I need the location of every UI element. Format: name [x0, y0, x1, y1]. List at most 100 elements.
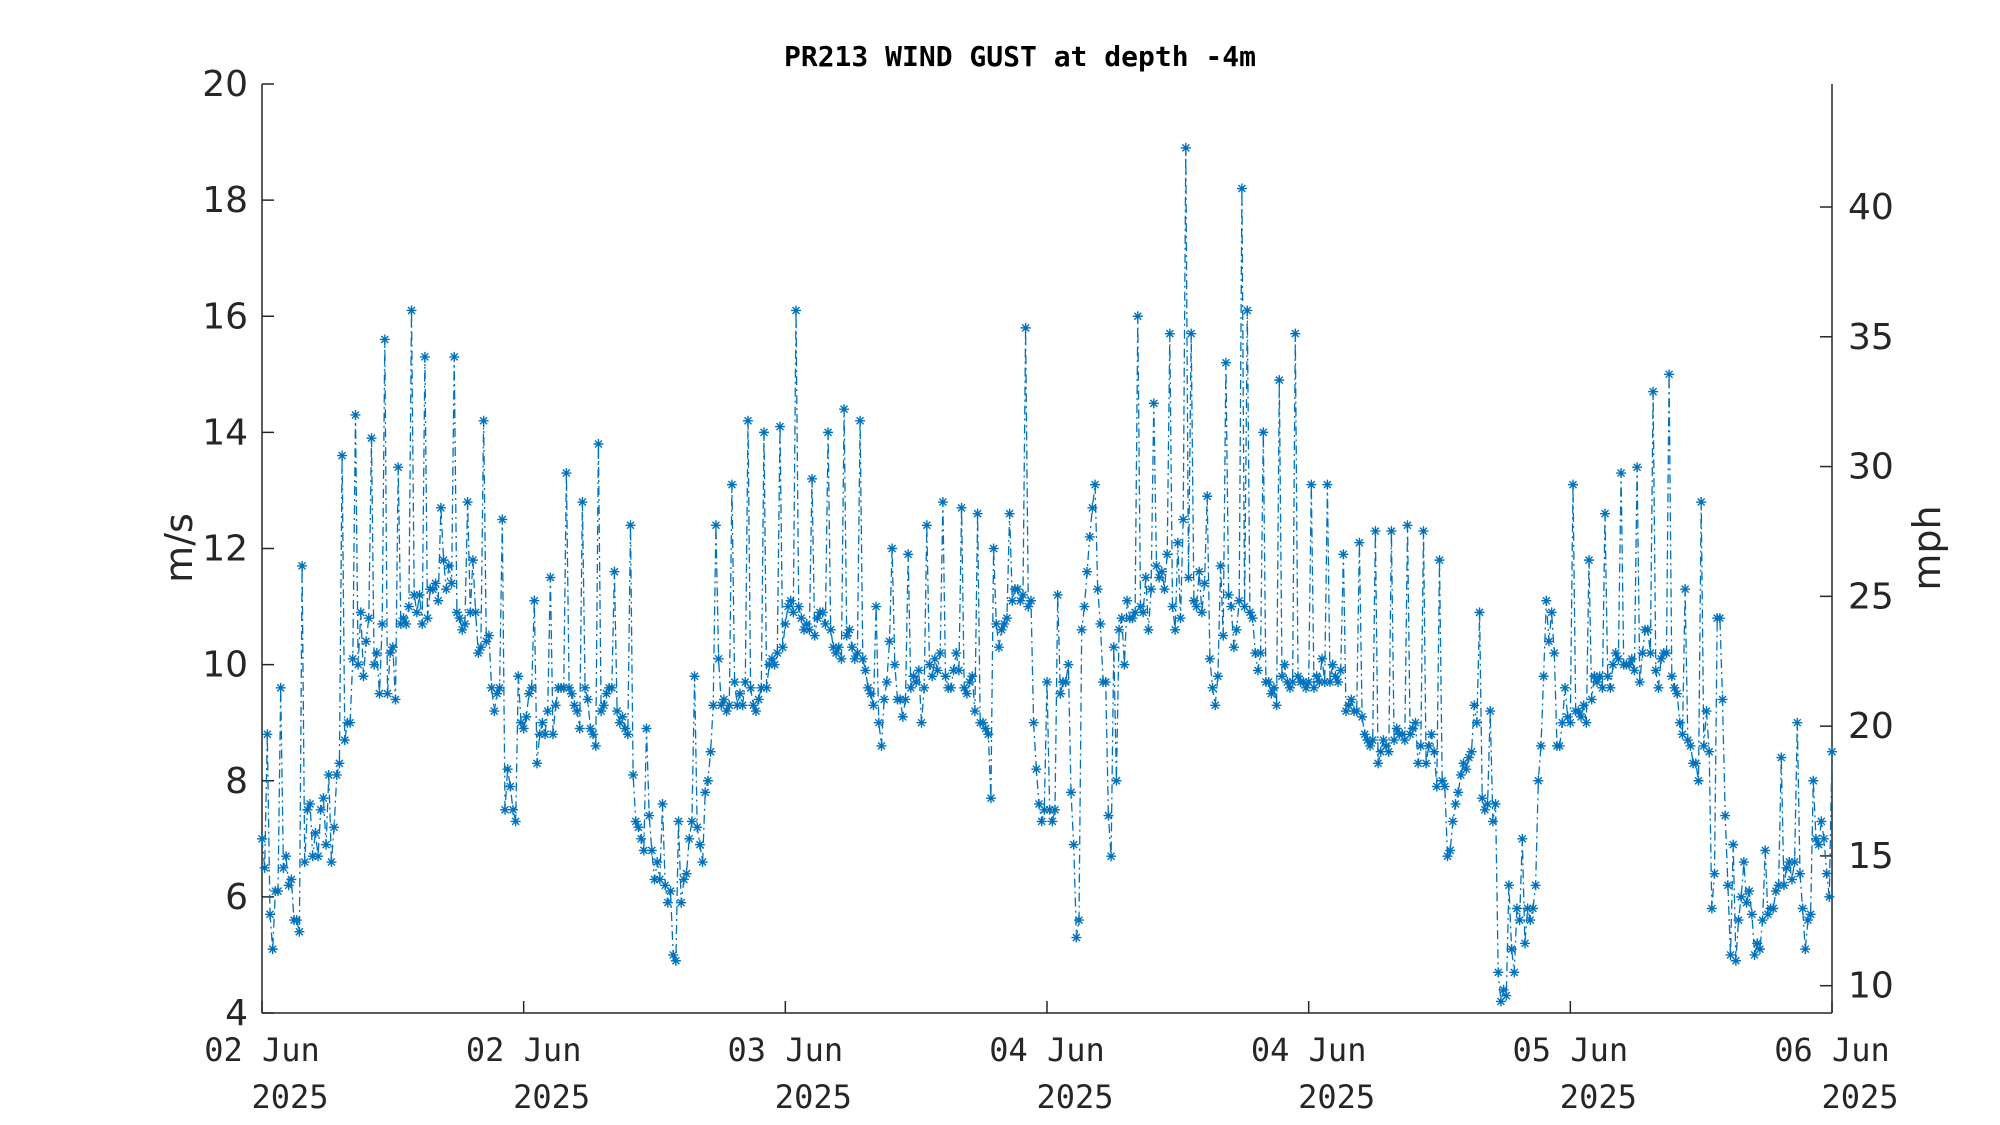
data-point — [1367, 735, 1378, 746]
data-point — [406, 305, 417, 316]
data-point — [446, 578, 457, 589]
data-point — [1594, 671, 1605, 682]
data-point — [644, 810, 655, 821]
data-point — [897, 711, 908, 722]
data-point — [1554, 740, 1565, 751]
data-point — [505, 781, 516, 792]
y-axis-label-right: mph — [1905, 505, 1949, 590]
data-point — [1290, 328, 1301, 339]
data-point — [1650, 665, 1661, 676]
data-point — [908, 671, 919, 682]
data-point — [871, 601, 882, 612]
data-point — [1429, 746, 1440, 757]
data-point — [1015, 595, 1026, 606]
data-point — [1218, 630, 1229, 641]
data-point — [1135, 601, 1146, 612]
data-point — [259, 862, 270, 873]
data-point — [1733, 915, 1744, 926]
data-point — [291, 915, 302, 926]
chart-title: PR213 WIND GUST at depth -4m — [784, 40, 1256, 73]
data-point — [1239, 601, 1250, 612]
data-point — [956, 502, 967, 513]
data-point — [427, 584, 438, 595]
data-point — [865, 688, 876, 699]
data-point — [358, 671, 369, 682]
data-point — [1685, 740, 1696, 751]
data-point — [1204, 653, 1215, 664]
data-point — [470, 607, 481, 618]
data-point — [1461, 764, 1472, 775]
data-point — [1821, 868, 1832, 879]
data-point — [1178, 514, 1189, 525]
data-point — [1669, 682, 1680, 693]
data-point — [1725, 949, 1736, 960]
data-point — [422, 613, 433, 624]
data-point — [286, 874, 297, 885]
y-tick-label-left: 20 — [202, 64, 248, 105]
data-point — [1159, 584, 1170, 595]
data-point — [1242, 305, 1253, 316]
data-point — [1309, 682, 1320, 693]
data-point — [1810, 833, 1821, 844]
data-point — [964, 677, 975, 688]
data-point — [419, 351, 430, 362]
data-point — [334, 758, 345, 769]
data-point — [1698, 740, 1709, 751]
data-point — [507, 804, 518, 815]
data-point — [1215, 560, 1226, 571]
data-point — [1479, 804, 1490, 815]
data-point — [1824, 891, 1835, 902]
data-point — [305, 798, 316, 809]
data-point — [1490, 798, 1501, 809]
data-point — [1469, 700, 1480, 711]
data-point — [700, 787, 711, 798]
data-point — [1196, 607, 1207, 618]
data-point — [1346, 694, 1357, 705]
data-point — [1071, 932, 1082, 943]
data-point — [1789, 857, 1800, 868]
data-point — [1103, 810, 1114, 821]
data-point — [537, 717, 548, 728]
data-point — [1028, 717, 1039, 728]
data-point — [1276, 671, 1287, 682]
data-point — [1033, 798, 1044, 809]
data-point — [379, 334, 390, 345]
data-point — [1186, 328, 1197, 339]
data-point — [1466, 746, 1477, 757]
data-point — [1781, 862, 1792, 873]
data-point — [1541, 595, 1552, 606]
data-point — [681, 868, 692, 879]
data-point — [1258, 427, 1269, 438]
data-point — [515, 717, 526, 728]
data-point — [761, 682, 772, 693]
data-point — [1802, 915, 1813, 926]
data-point — [1202, 491, 1213, 502]
data-point — [1007, 595, 1018, 606]
x-tick-label-date: 04 Jun — [1251, 1031, 1367, 1069]
data-point — [1031, 764, 1042, 775]
data-point — [1333, 677, 1344, 688]
data-point — [1704, 746, 1715, 757]
data-point — [273, 886, 284, 897]
data-point — [1805, 909, 1816, 920]
data-point — [844, 624, 855, 635]
data-point — [457, 624, 468, 635]
data-point — [345, 717, 356, 728]
data-point — [1562, 711, 1573, 722]
y-ticks-left: 4 6 8 10 12 14 16 18 20 — [202, 64, 274, 1034]
x-tick-label-date: 04 Jun — [989, 1031, 1105, 1069]
data-point — [1522, 903, 1533, 914]
data-point — [652, 857, 663, 868]
data-point — [1426, 729, 1437, 740]
data-point — [1175, 613, 1186, 624]
data-point — [1442, 851, 1453, 862]
series-line — [261, 147, 1833, 1002]
data-point — [932, 665, 943, 676]
data-point — [959, 682, 970, 693]
data-point — [1749, 949, 1760, 960]
data-point — [911, 677, 922, 688]
data-point — [1720, 810, 1731, 821]
data-point — [1445, 845, 1456, 856]
data-point — [678, 874, 689, 885]
data-point — [1714, 613, 1725, 624]
